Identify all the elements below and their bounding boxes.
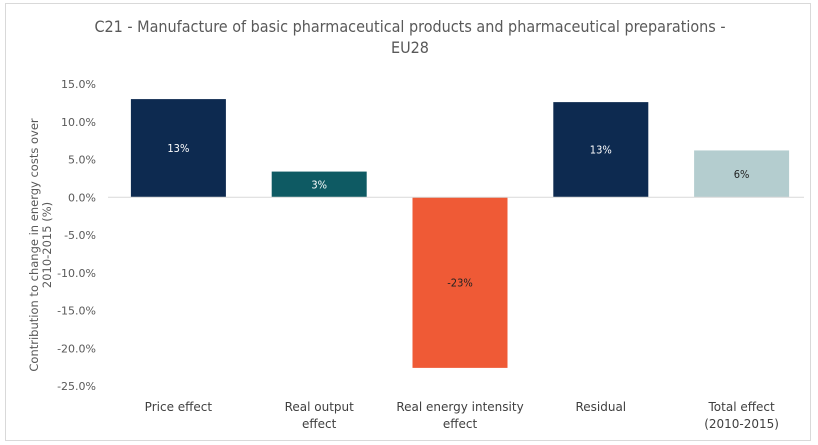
bar-4 [694, 150, 790, 198]
data-label: 3% [311, 178, 327, 191]
x-tick-label: effect [443, 417, 478, 431]
chart-title-line-1: C21 - Manufacture of basic pharmaceutica… [94, 17, 726, 36]
y-tick-label: 15.0% [61, 78, 96, 91]
x-tick-label: Total effect [708, 400, 775, 414]
chart-title-line-2: EU28 [391, 38, 429, 57]
y-tick-label: -10.0% [57, 267, 96, 280]
y-tick-label: -25.0% [57, 380, 96, 393]
x-tick-label: Real output [285, 400, 355, 414]
y-tick-label: 10.0% [61, 116, 96, 129]
x-tick-label: Price effect [145, 400, 213, 414]
data-label: -23% [447, 277, 473, 290]
x-tick-label: Real energy intensity [396, 400, 523, 414]
chart-frame [5, 3, 811, 441]
x-tick-label: (2010-2015) [704, 417, 779, 431]
bar-2 [412, 197, 508, 368]
bar-1 [271, 171, 367, 198]
chart-title: C21 - Manufacture of basic pharmaceutica… [40, 16, 780, 58]
bar-3 [553, 102, 649, 198]
data-label: 13% [167, 142, 189, 155]
y-tick-label: -5.0% [64, 229, 96, 242]
y-axis-label-line-1: Contribution to change in energy costs o… [27, 118, 41, 372]
y-tick-label: -20.0% [57, 342, 96, 355]
y-tick-label: 0.0% [68, 191, 96, 204]
x-tick-label: Residual [575, 400, 626, 414]
bar-0 [130, 99, 226, 198]
data-label: 6% [734, 168, 750, 181]
x-tick-label: effect [302, 417, 337, 431]
y-tick-label: 5.0% [68, 154, 96, 167]
y-axis-label-line-2: 2010-2015 (%) [40, 202, 54, 288]
y-tick-label: -15.0% [57, 305, 96, 318]
data-label: 13% [590, 144, 612, 157]
